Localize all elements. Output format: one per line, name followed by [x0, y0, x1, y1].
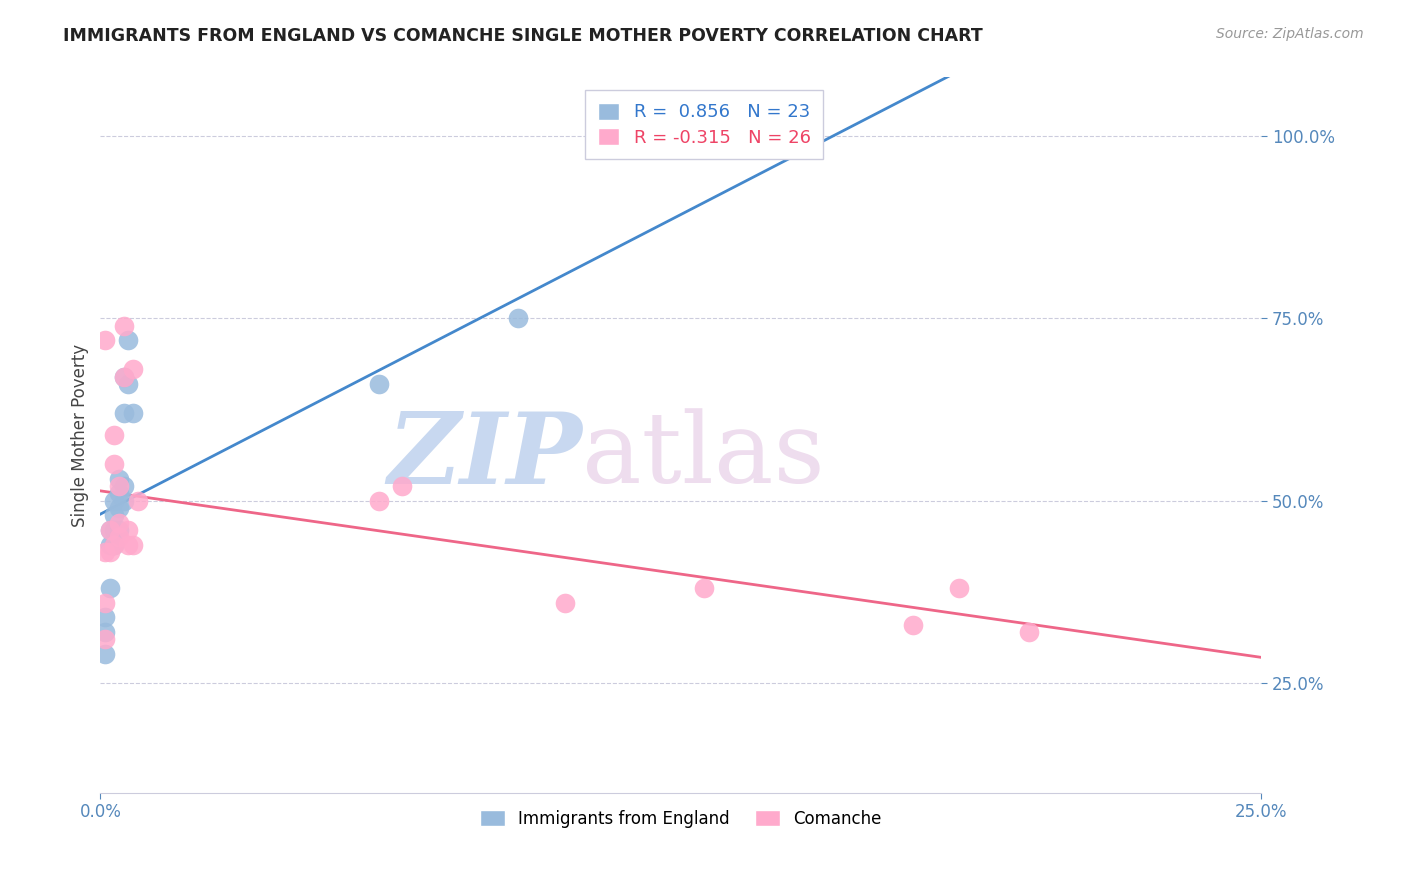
Point [121, 362, 143, 376]
Point [117, 537, 139, 551]
Point [108, 501, 131, 516]
Point [112, 479, 135, 493]
Point [108, 486, 131, 500]
Point [554, 596, 576, 610]
Point [121, 406, 143, 420]
Point [117, 523, 139, 537]
Text: Source: ZipAtlas.com: Source: ZipAtlas.com [1216, 27, 1364, 41]
Point [391, 479, 413, 493]
Point [508, 311, 530, 326]
Point [112, 318, 135, 333]
Point [117, 333, 139, 347]
Legend: Immigrants from England, Comanche: Immigrants from England, Comanche [474, 803, 889, 834]
Point [98, 537, 121, 551]
Point [94, 647, 117, 661]
Point [98, 523, 121, 537]
Text: ZIP: ZIP [387, 409, 582, 505]
Y-axis label: Single Mother Poverty: Single Mother Poverty [72, 343, 89, 526]
Point [693, 582, 716, 596]
Point [103, 457, 125, 471]
Point [108, 472, 131, 486]
Point [117, 376, 139, 391]
Point [368, 376, 391, 391]
Point [127, 493, 149, 508]
Point [98, 523, 121, 537]
Point [98, 582, 121, 596]
Point [94, 333, 117, 347]
Point [108, 530, 131, 544]
Point [112, 369, 135, 384]
Point [94, 632, 117, 647]
Point [108, 479, 131, 493]
Point [112, 493, 135, 508]
Point [112, 406, 135, 420]
Point [94, 545, 117, 559]
Point [103, 508, 125, 523]
Point [368, 493, 391, 508]
Point [121, 537, 143, 551]
Point [112, 369, 135, 384]
Point [94, 625, 117, 640]
Point [948, 582, 970, 596]
Point [901, 617, 924, 632]
Point [103, 428, 125, 442]
Point [108, 516, 131, 530]
Text: IMMIGRANTS FROM ENGLAND VS COMANCHE SINGLE MOTHER POVERTY CORRELATION CHART: IMMIGRANTS FROM ENGLAND VS COMANCHE SING… [63, 27, 983, 45]
Point [103, 523, 125, 537]
Point [103, 537, 125, 551]
Point [103, 537, 125, 551]
Point [94, 596, 117, 610]
Point [94, 610, 117, 624]
Point [103, 493, 125, 508]
Point [108, 523, 131, 537]
Text: atlas: atlas [582, 409, 825, 504]
Point [98, 545, 121, 559]
Point [1018, 625, 1040, 640]
